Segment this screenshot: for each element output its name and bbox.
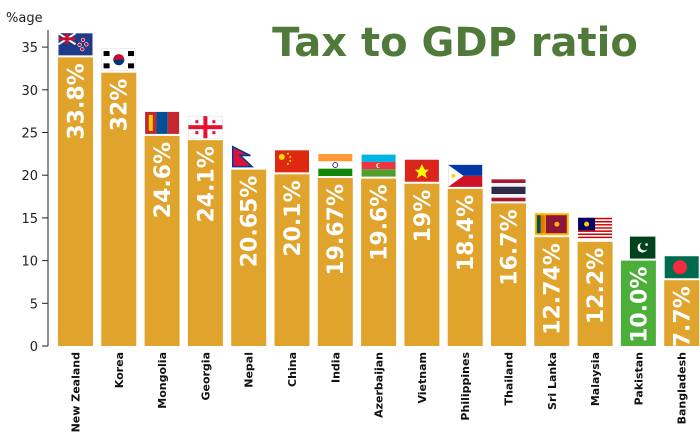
category-label: Azerbaijan xyxy=(373,352,386,418)
category-label: Georgia xyxy=(199,352,212,401)
bar-value-label: 33.8% xyxy=(64,63,89,139)
flags xyxy=(57,32,699,279)
bar xyxy=(664,280,700,346)
georgia-flag-icon xyxy=(188,115,223,139)
bar-value-label: 20.65% xyxy=(238,176,263,268)
bar-value-label: 19.67% xyxy=(324,184,349,276)
y-tick-label: 35 xyxy=(21,41,38,56)
category-label: Thailand xyxy=(503,352,516,405)
vietnam-flag-icon xyxy=(404,159,439,182)
bar xyxy=(620,260,656,346)
y-ticks: 0 5 10 15 20 25 30 35 xyxy=(21,41,48,355)
korea-flag-icon xyxy=(101,48,137,71)
bar xyxy=(274,174,310,346)
bar xyxy=(577,241,613,346)
bar xyxy=(144,135,180,346)
bar xyxy=(491,203,526,346)
new-zealand-flag-icon xyxy=(57,32,93,56)
india-flag-icon xyxy=(318,154,353,177)
y-tick-label: 5 xyxy=(30,297,38,312)
bar-value-label: 32% xyxy=(108,79,133,132)
bar-value-label: 20.1% xyxy=(281,180,306,256)
chart-title: Tax to GDP ratio xyxy=(272,20,638,66)
azerbaijan-flag-icon xyxy=(361,154,396,177)
bar-value-label: 19.6% xyxy=(368,185,393,261)
category-label: Vietnam xyxy=(416,352,429,404)
y-tick-label: 10 xyxy=(21,255,38,270)
bar-value-label: 18.4% xyxy=(454,195,479,271)
bar xyxy=(187,140,223,346)
category-label: Korea xyxy=(113,352,126,388)
bar-value-label: 24.1% xyxy=(194,146,219,222)
category-label: Pakistan xyxy=(632,352,645,405)
y-axis-label: %age xyxy=(6,11,43,26)
category-labels: New Zealand Korea Mongolia Georgia Nepal Chin… xyxy=(70,352,689,433)
thailand-flag-icon xyxy=(491,179,526,202)
bar-value-label: 12.2% xyxy=(584,248,609,324)
category-label: Nepal xyxy=(243,352,256,388)
y-tick-label: 15 xyxy=(21,212,38,227)
y-tick-label: 20 xyxy=(21,169,38,184)
bar-value-label: 12.74% xyxy=(541,243,566,335)
bar xyxy=(231,169,267,346)
category-label: Malaysia xyxy=(589,352,602,406)
category-label: Mongolia xyxy=(156,352,169,409)
y-tick-label: 0 xyxy=(30,340,38,355)
malaysia-flag-icon xyxy=(578,217,613,240)
sri-lanka-flag-icon xyxy=(534,213,569,236)
bar-value-label: 10.0% xyxy=(627,267,652,343)
bar xyxy=(317,178,353,346)
china-flag-icon xyxy=(275,150,309,173)
bar-value-label: 16.7% xyxy=(497,209,522,285)
bar xyxy=(404,183,440,346)
bar xyxy=(101,72,137,347)
bar xyxy=(361,178,397,346)
y-tick-label: 30 xyxy=(21,84,38,99)
bar xyxy=(58,57,93,346)
bangladesh-flag-icon xyxy=(664,256,699,279)
category-label: India xyxy=(329,352,342,383)
bar-value-label: 19% xyxy=(411,190,436,243)
pakistan-flag-icon xyxy=(621,236,656,259)
nepal-flag-icon xyxy=(231,145,266,168)
category-label: China xyxy=(286,352,299,387)
y-tick-label: 25 xyxy=(21,126,38,141)
bar-value-label: 7.7% xyxy=(671,286,696,347)
mongolia-flag-icon xyxy=(145,111,180,134)
category-label: Bangladesh xyxy=(676,352,689,424)
category-label: Philippines xyxy=(459,352,472,421)
philippines-flag-icon xyxy=(448,164,483,187)
category-label: New Zealand xyxy=(70,352,83,432)
bar xyxy=(534,237,570,346)
category-label: Sri Lanka xyxy=(546,352,559,410)
bars: 33.8% 32% 24.6% 24.1% 20.65% 20.1% 19.67% 19.6%… xyxy=(58,57,700,347)
bar xyxy=(447,188,483,346)
bar-value-label: 24.6% xyxy=(151,142,176,218)
